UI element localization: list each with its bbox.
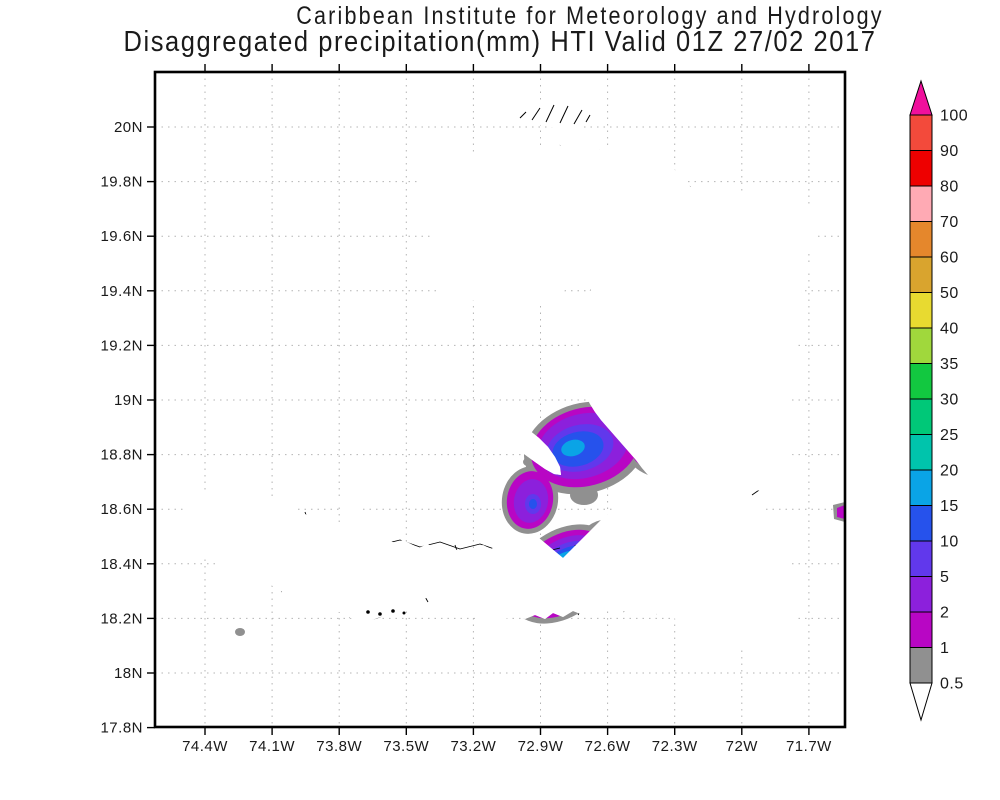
lat-tick-label: 19.2N <box>100 337 143 354</box>
tortuga-hatch <box>519 104 591 125</box>
colorbar-label: 25 <box>940 427 959 444</box>
colorbar-segment <box>909 434 933 471</box>
coastline-hispaniola <box>180 138 818 669</box>
colorbar: 100 90 80 70 60 50 40 35 30 25 20 15 10 5 2 1 0.5 <box>909 79 968 722</box>
colorbar-segment <box>909 256 933 293</box>
lon-tick-label: 73.8W <box>316 738 362 755</box>
colorbar-label: 2 <box>940 605 949 622</box>
colorbar-label: 100 <box>940 108 968 125</box>
colorbar-segment <box>909 469 933 506</box>
lon-tick-label: 73.5W <box>383 738 429 755</box>
colorbar-segment <box>909 327 933 364</box>
colorbar-label: 15 <box>940 498 959 515</box>
lat-tick-label: 19.8N <box>100 174 143 191</box>
colorbar-segment <box>909 540 933 577</box>
colorbar-label: 40 <box>940 321 959 338</box>
lon-tick-label: 72.9W <box>518 738 564 755</box>
lon-tick-label: 74.1W <box>249 738 295 755</box>
islands-cayemites <box>341 503 363 517</box>
colorbar-segment <box>909 185 933 222</box>
lat-tick-label: 20N <box>114 119 143 136</box>
colorbar-segment <box>909 221 933 258</box>
figure-title-product: Disaggregated precipitation(mm) HTI Vali… <box>123 24 877 58</box>
lat-tick-label: 18.8N <box>100 447 143 464</box>
lat-tick-label: 18.2N <box>100 610 143 627</box>
lon-tick-label: 72.3W <box>652 738 698 755</box>
axis-ticks <box>147 64 810 735</box>
colorbar-label: 1 <box>940 640 949 657</box>
colorbar-segment <box>909 114 933 151</box>
colorbar-label: 80 <box>940 179 959 196</box>
lat-tick-label: 19N <box>114 392 143 409</box>
coastline <box>180 99 818 669</box>
colorbar-segment <box>909 647 933 684</box>
colorbar-label: 30 <box>940 392 959 409</box>
lat-tick-label: 18.4N <box>100 556 143 573</box>
colorbar-segment <box>909 363 933 400</box>
islet-dot <box>391 609 395 613</box>
colorbar-label: 10 <box>940 534 959 551</box>
colorbar-label: 90 <box>940 143 959 160</box>
colorbar-label: 50 <box>940 285 959 302</box>
colorbar-label: 35 <box>940 356 959 373</box>
colorbar-label: 60 <box>940 250 959 267</box>
lon-tick-label: 71.7W <box>786 738 832 755</box>
lon-tick-label: 73.2W <box>450 738 496 755</box>
lat-tick-label: 18.6N <box>100 501 143 518</box>
lat-tick-label: 19.6N <box>100 228 143 245</box>
colorbar-segment <box>909 611 933 648</box>
axis-labels: 74.4W 74.1W 73.8W 73.5W 73.2W 72.9W 72.6W 72.3W… <box>100 119 832 755</box>
colorbar-segment <box>909 505 933 542</box>
islet-dot <box>402 611 406 615</box>
colorbar-label: 70 <box>940 214 959 231</box>
colorbar-segment <box>909 292 933 329</box>
lon-tick-label: 74.4W <box>182 738 228 755</box>
colorbar-segment <box>909 576 933 613</box>
islands-cayemites <box>326 495 346 509</box>
colorbar-label: 5 <box>940 569 949 586</box>
figure-title-institution: Caribbean Institute for Meteorology and … <box>296 1 884 30</box>
colorbar-arrow-over <box>909 79 933 116</box>
islet-dot <box>366 610 370 614</box>
lat-tick-label: 19.4N <box>100 283 143 300</box>
colorbar-segment <box>909 150 933 187</box>
lon-tick-label: 72W <box>726 738 759 755</box>
island-ile-a-vache <box>352 641 388 657</box>
islet-dot <box>378 612 382 616</box>
lon-tick-label: 72.6W <box>585 738 631 755</box>
lat-tick-label: 18N <box>114 665 143 682</box>
colorbar-segment <box>909 398 933 435</box>
lat-tick-label: 17.8N <box>100 720 143 737</box>
colorbar-label: 0.5 <box>940 676 964 693</box>
colorbar-arrow-under <box>909 682 933 722</box>
colorbar-label: 20 <box>940 463 959 480</box>
